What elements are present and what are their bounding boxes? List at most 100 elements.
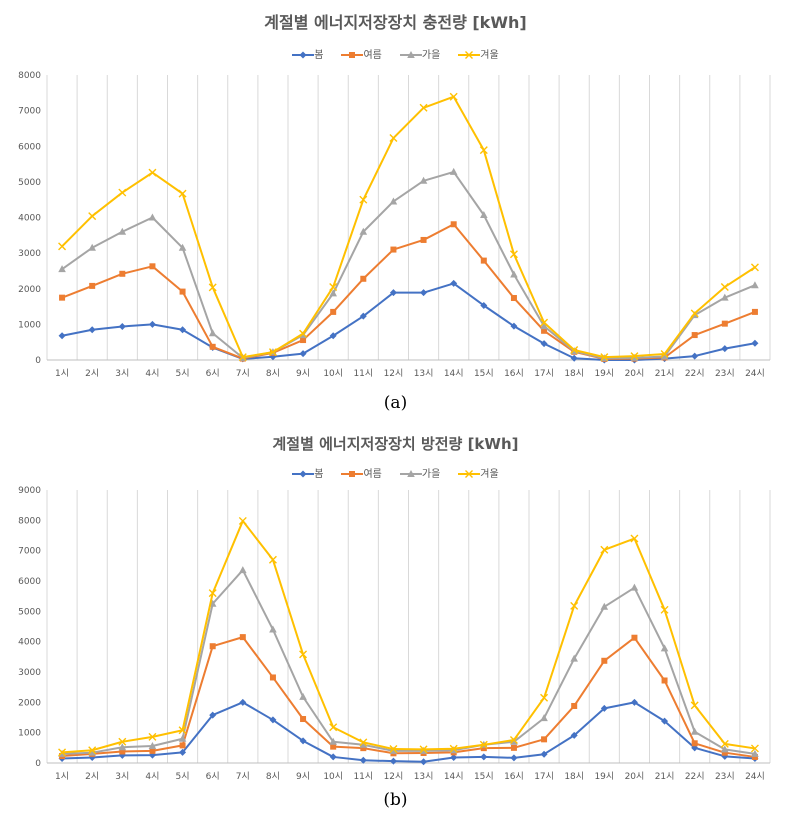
y-tick-label: 5000 — [18, 178, 41, 188]
data-point — [751, 281, 759, 289]
y-tick-label: 0 — [35, 356, 41, 366]
data-point — [179, 288, 186, 295]
legend-item: 겨울 — [458, 465, 499, 480]
x-tick-label: 20시 — [625, 368, 645, 379]
data-point — [209, 643, 216, 650]
data-point — [479, 146, 488, 155]
data-point — [239, 566, 247, 574]
line-chart-a: 0 1000 2000 3000 4000 5000 6000 7000 8000 1시 2시 3시 4… — [18, 71, 771, 379]
x-tick-label: 14시 — [444, 368, 464, 379]
data-point — [269, 674, 276, 681]
data-point — [148, 742, 157, 750]
data-point — [118, 751, 126, 759]
y-tick-label: 4000 — [18, 638, 41, 648]
data-point — [299, 737, 307, 745]
y-tick-label: 4000 — [18, 214, 41, 224]
data-point — [690, 309, 699, 318]
legend-swatch — [399, 51, 422, 58]
data-point — [58, 748, 67, 757]
chart-panel-b: 계절별 에너지저장장치 방전량 [kWh] 봄 여름 가을 겨울 0 1000 2000 3… — [0, 420, 791, 822]
data-point — [690, 727, 699, 735]
data-point — [510, 737, 518, 745]
data-point — [570, 654, 578, 662]
legend-b: 봄 여름 가을 겨울 — [0, 465, 791, 480]
data-point — [118, 323, 126, 331]
x-tick-label: 17시 — [534, 771, 554, 782]
data-point — [239, 634, 246, 641]
data-point — [750, 744, 759, 753]
data-point — [209, 343, 216, 350]
data-point — [720, 282, 729, 291]
legend-label: 봄 — [314, 469, 324, 480]
data-point — [119, 748, 126, 755]
data-point — [299, 350, 307, 358]
x-tick-label: 9시 — [296, 771, 310, 782]
x-tick-label: 2시 — [85, 368, 99, 379]
series-line-1 — [61, 636, 756, 758]
data-point — [691, 740, 698, 747]
data-point — [360, 275, 367, 282]
x-tick-label: 18시 — [564, 771, 584, 782]
data-point — [88, 746, 97, 755]
x-tick-label: 7시 — [236, 368, 250, 379]
data-point — [630, 353, 639, 361]
legend-label: 봄 — [314, 50, 324, 61]
y-tick-label: 0 — [35, 759, 41, 769]
x-tick-label: 21시 — [655, 368, 675, 379]
data-point — [269, 625, 277, 633]
data-point — [88, 326, 96, 334]
x-tick-label: 12시 — [384, 771, 404, 782]
y-tick-label: 6000 — [18, 577, 41, 587]
chart-title-a: 계절별 에너지저장장치 충전량 [kWh] — [264, 13, 527, 32]
x-tick-label: 8시 — [266, 771, 280, 782]
data-point — [179, 326, 187, 334]
data-point — [300, 716, 307, 723]
data-point — [480, 301, 488, 309]
legend-swatch — [458, 51, 481, 59]
legend-marker — [349, 471, 356, 477]
data-point — [119, 270, 126, 277]
legend-item: 봄 — [292, 46, 323, 61]
data-point — [450, 754, 458, 762]
data-point — [480, 257, 487, 264]
data-point — [690, 701, 699, 710]
data-point — [480, 745, 487, 752]
data-point — [118, 227, 127, 235]
legend-label: 가을 — [421, 50, 441, 61]
data-point — [118, 737, 127, 746]
legend-swatch — [458, 470, 481, 478]
x-tick-label: 4시 — [145, 771, 159, 782]
x-tick-label: 22시 — [685, 771, 705, 782]
data-point — [148, 732, 157, 741]
data-point — [630, 534, 639, 543]
data-point — [179, 742, 186, 749]
data-point — [540, 693, 549, 702]
data-point — [600, 704, 608, 712]
data-point — [148, 320, 156, 328]
data-point — [419, 103, 428, 112]
series-line-2 — [61, 170, 756, 360]
legend-swatch — [292, 51, 315, 59]
data-point — [450, 221, 457, 228]
series-line-0 — [62, 701, 756, 763]
series-line-3 — [61, 519, 756, 754]
data-point — [178, 189, 187, 198]
data-point — [480, 753, 488, 761]
data-point — [300, 337, 307, 344]
y-tick-label: 9000 — [18, 486, 41, 496]
y-tick-label: 2000 — [18, 698, 41, 708]
legend-item: 여름 — [341, 465, 382, 480]
legend-marker — [407, 470, 415, 477]
legend-a: 봄 여름 가을 겨울 — [0, 46, 791, 61]
x-tick-label: 6시 — [206, 771, 220, 782]
data-point — [329, 282, 338, 291]
data-point — [509, 250, 518, 259]
data-point — [330, 743, 337, 750]
data-point — [721, 345, 729, 353]
legend-label: 겨울 — [480, 469, 499, 480]
data-point — [420, 236, 427, 243]
x-tick-label: 18시 — [564, 368, 584, 379]
x-tick-label: 8시 — [266, 368, 280, 379]
x-tick-label: 1시 — [55, 368, 69, 379]
y-tick-label: 1000 — [18, 729, 41, 739]
